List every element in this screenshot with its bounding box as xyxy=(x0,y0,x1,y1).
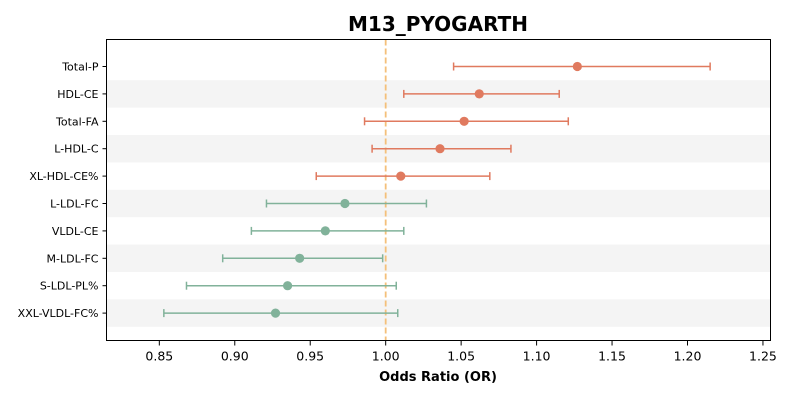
odds-ratio-point xyxy=(572,61,582,72)
y-axis-ticks: Total-P HDL-CE Total-FA L-HDL-C XL-HDL-CE% L-… xyxy=(18,61,107,320)
odds-ratio-point xyxy=(435,144,445,154)
x-axis-ticks: 0.85 0.90 0.95 1.00 1.05 1.10 1.15 1.20 1.25 xyxy=(145,340,777,364)
row-bands xyxy=(106,80,771,327)
y-tick-label: M-LDL-FC xyxy=(47,252,99,265)
x-tick-label: 0.95 xyxy=(296,349,324,364)
series-group xyxy=(163,61,711,318)
forest-row xyxy=(363,116,570,126)
y-tick-label: L-LDL-FC xyxy=(50,198,99,211)
forest-row xyxy=(221,253,384,263)
chart-title: M13_PYOGARTH xyxy=(348,12,528,36)
y-tick-label: XXL-VLDL-FC% xyxy=(18,307,99,320)
forest-row xyxy=(403,89,560,99)
y-tick-label: L-HDL-C xyxy=(54,143,99,156)
odds-ratio-point xyxy=(270,308,281,318)
x-axis-label: Odds Ratio (OR) xyxy=(379,370,497,385)
odds-ratio-point xyxy=(282,281,293,291)
forest-row xyxy=(185,281,397,291)
x-tick-label: 1.20 xyxy=(674,349,702,364)
y-tick-label: HDL-CE xyxy=(57,88,98,101)
odds-ratio-point xyxy=(295,253,305,263)
odds-ratio-point xyxy=(459,116,469,126)
forest-row xyxy=(163,308,399,318)
y-tick-label: VLDL-CE xyxy=(52,225,99,238)
forest-row xyxy=(371,144,512,154)
y-tick-label: Total-FA xyxy=(55,115,99,128)
x-tick-label: 0.85 xyxy=(145,349,173,364)
row-band xyxy=(106,189,771,218)
forest-row xyxy=(250,226,405,236)
forest-row xyxy=(265,198,428,209)
odds-ratio-point xyxy=(474,89,484,99)
y-tick-label: Total-P xyxy=(61,61,99,74)
row-band xyxy=(106,244,771,272)
odds-ratio-point xyxy=(320,226,330,236)
x-tick-label: 1.00 xyxy=(372,349,400,364)
x-tick-label: 1.10 xyxy=(523,349,551,364)
x-tick-label: 0.90 xyxy=(221,349,249,364)
plot-frame xyxy=(106,39,771,341)
x-tick-label: 1.05 xyxy=(447,349,475,364)
odds-ratio-point xyxy=(396,171,406,181)
x-tick-label: 1.15 xyxy=(598,349,626,364)
forest-row xyxy=(452,61,711,72)
y-tick-label: XL-HDL-CE% xyxy=(29,170,98,183)
x-tick-label: 1.25 xyxy=(749,349,777,364)
forest-row xyxy=(315,171,491,181)
y-tick-label: S-LDL-PL% xyxy=(40,280,99,293)
odds-ratio-point xyxy=(340,198,350,209)
